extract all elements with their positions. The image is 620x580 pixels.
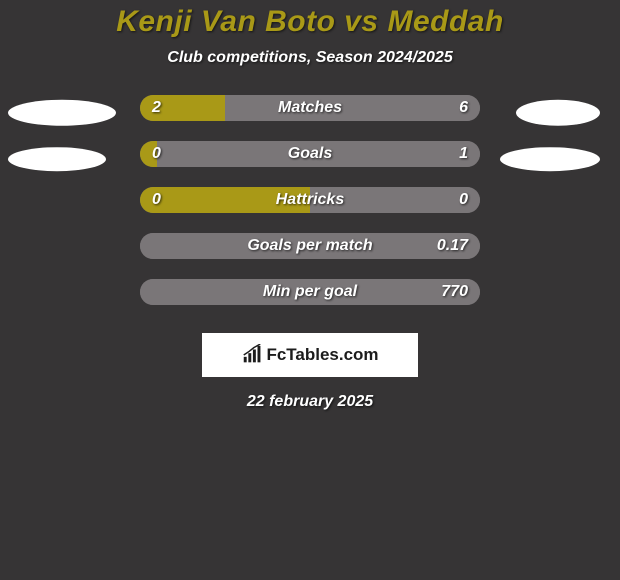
stat-value-right: 1 [459,141,468,167]
bar-chart-icon [241,344,263,366]
stat-value-left: 0 [152,187,161,213]
page-subtitle: Club competitions, Season 2024/2025 [0,49,620,67]
stat-label: Min per goal [140,279,480,305]
stat-label: Goals [140,141,480,167]
player-left-marker [8,147,106,171]
date-text: 22 february 2025 [0,393,620,411]
player-right-marker [516,100,600,126]
stat-row: Matches2 6 [0,95,620,141]
stat-value-left: 2 [152,95,161,121]
stat-row: Goals per match0.17 [0,233,620,279]
stat-value-left: 0 [152,141,161,167]
bars-section: Matches26Goals01Hattricks00Goals per mat… [0,95,620,325]
comparison-infographic: Kenji Van Boto vs Meddah Club competitio… [0,0,620,580]
stat-value-right: 770 [441,279,468,305]
player-left-marker [8,100,116,126]
logo-box: FcTables.com [202,333,418,377]
stat-row: Min per goal770 [0,279,620,325]
player-right-marker [500,147,600,171]
stat-row: Goals0 1 [0,141,620,187]
stat-row: Hattricks0 0 [0,187,620,233]
stat-label: Matches [140,95,480,121]
logo-text: FcTables.com [266,345,378,365]
stat-value-right: 0 [459,187,468,213]
stat-value-right: 6 [459,95,468,121]
stat-label: Goals per match [140,233,480,259]
stat-value-right: 0.17 [437,233,468,259]
page-title: Kenji Van Boto vs Meddah [0,5,620,39]
stat-label: Hattricks [140,187,480,213]
